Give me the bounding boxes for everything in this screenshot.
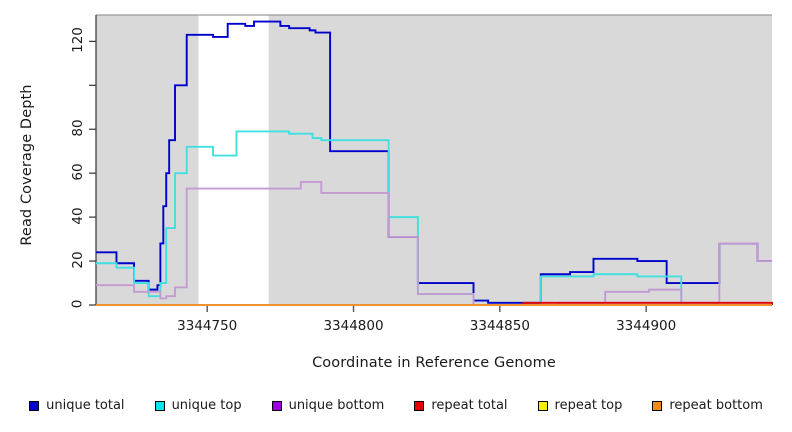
legend-label: repeat top <box>554 398 623 413</box>
y-tick-label: 80 <box>70 119 86 137</box>
legend-swatch-icon <box>29 400 40 411</box>
y-tick-label: 0 <box>70 299 86 309</box>
x-tick-label: 3344800 <box>323 318 384 334</box>
legend-swatch-icon <box>537 400 548 411</box>
plot-series <box>96 20 773 306</box>
series-line-unique-bottom <box>96 181 772 306</box>
legend-label: unique bottom <box>288 398 385 413</box>
legend-swatch-icon <box>154 400 165 411</box>
legend-swatch-icon <box>414 400 425 411</box>
x-tick-label: 3344750 <box>177 318 238 334</box>
series-line-unique-total <box>96 20 772 304</box>
y-axis-title: Read Coverage Depth <box>19 84 35 246</box>
legend-entry-repeat-bottom: repeat bottom <box>652 398 763 413</box>
plot-background <box>96 14 772 305</box>
x-axis-title: Coordinate in Reference Genome <box>312 355 556 371</box>
y-tick-label: 120 <box>70 27 86 54</box>
legend-label: repeat bottom <box>669 398 763 413</box>
y-tick-label: 40 <box>70 207 86 225</box>
legend-entry-unique-total: unique total <box>29 398 125 413</box>
legend-swatch-icon <box>652 400 663 411</box>
legend-entry-unique-bottom: unique bottom <box>271 398 385 413</box>
legend-entry-unique-top: unique top <box>154 398 242 413</box>
legend-label: unique top <box>171 398 242 413</box>
y-tick-label: 20 <box>70 251 86 269</box>
chart-legend: unique total unique top unique bottom repea… <box>0 398 792 413</box>
x-tick-label: 3344850 <box>469 318 530 334</box>
legend-entry-repeat-total: repeat total <box>414 398 508 413</box>
x-tick-label: 3344900 <box>616 318 677 334</box>
legend-label: unique total <box>46 398 125 413</box>
legend-entry-repeat-top: repeat top <box>537 398 623 413</box>
legend-label: repeat total <box>431 398 508 413</box>
legend-swatch-icon <box>271 400 282 411</box>
series-line-unique-top <box>96 130 772 306</box>
y-tick-label: 60 <box>70 163 86 181</box>
